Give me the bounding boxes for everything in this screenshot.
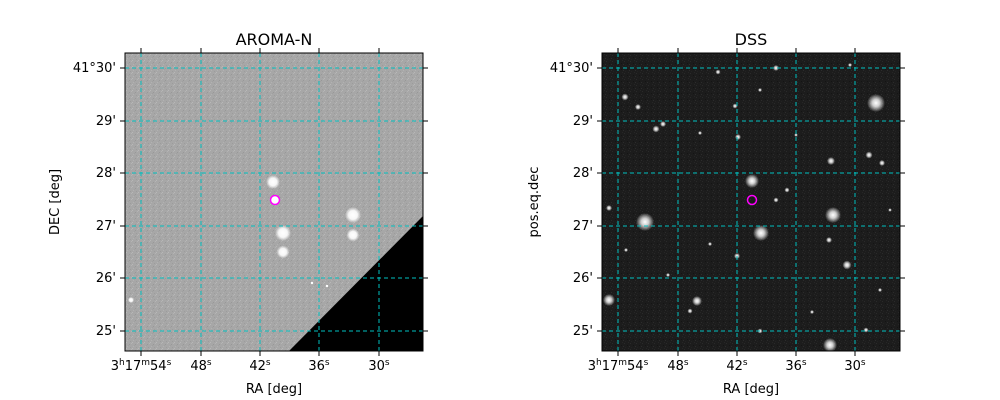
star (827, 157, 835, 165)
star (842, 260, 852, 270)
x-tick-label: 42s (249, 358, 271, 374)
star (810, 310, 814, 314)
x-tick-label: 48s (667, 358, 689, 374)
x-tick-label: 30s (844, 358, 866, 374)
panel-dss: DSS (527, 30, 905, 397)
survey-image (125, 53, 423, 351)
star (888, 208, 892, 212)
x-tick-label: 36s (308, 358, 330, 374)
x-tick-label: 36s (785, 358, 807, 374)
x-tick-label: 30s (368, 358, 390, 374)
star (745, 174, 759, 188)
star (708, 242, 712, 246)
star (848, 63, 852, 67)
star (863, 327, 869, 333)
star (345, 207, 361, 223)
star (606, 205, 612, 211)
axes-frame (124, 52, 424, 352)
star (636, 213, 654, 231)
star (878, 288, 882, 292)
star (823, 338, 837, 351)
star (687, 308, 693, 314)
y-tick-label: 26' (96, 271, 116, 286)
tick-marks (597, 48, 905, 356)
y-tick-label: 25' (573, 324, 593, 339)
y-axis-label: DEC [deg] (48, 169, 63, 235)
y-tick-label: 28' (573, 166, 593, 181)
star (666, 273, 670, 277)
y-tick-label: 27' (573, 219, 593, 234)
star (698, 131, 702, 135)
x-tick-label: 3h17m54s (111, 358, 172, 374)
star (660, 121, 666, 127)
star (266, 175, 280, 189)
star (325, 284, 329, 288)
y-tick-label: 29' (573, 114, 593, 129)
y-tick-label: 26' (573, 271, 593, 286)
star (652, 125, 660, 133)
masked-region (289, 216, 423, 351)
star (794, 133, 798, 137)
target-marker (269, 194, 281, 206)
x-tick-label: 48s (190, 358, 212, 374)
star (758, 88, 762, 92)
star (867, 94, 885, 112)
y-tick-label: 25' (96, 324, 116, 339)
star (826, 237, 832, 243)
target-marker (746, 194, 758, 206)
star (128, 297, 134, 303)
x-tick-label: 42s (726, 358, 748, 374)
star (603, 294, 615, 306)
panel-aroma-n: AROMA-N (48, 30, 428, 397)
star (879, 160, 885, 166)
y-tick-label: 41°30' (550, 61, 593, 76)
survey-image (602, 53, 900, 351)
star (715, 69, 721, 75)
y-tick-label: 28' (96, 166, 116, 181)
star (825, 207, 841, 223)
coordinate-grid (602, 53, 900, 351)
axes-frame (601, 52, 901, 352)
star (346, 228, 360, 242)
star (621, 93, 629, 101)
y-tick-label: 29' (96, 114, 116, 129)
x-axis-label: RA [deg] (246, 382, 302, 397)
star (773, 65, 779, 71)
star (735, 134, 741, 140)
star (275, 225, 291, 241)
star (753, 225, 769, 241)
star (692, 296, 702, 306)
x-tick-label: 3h17m54s (588, 358, 649, 374)
star (624, 248, 628, 252)
star (635, 104, 641, 110)
star (865, 151, 873, 159)
star (310, 281, 314, 285)
star (732, 103, 738, 109)
tick-marks (120, 48, 428, 356)
y-tick-label: 41°30' (73, 61, 116, 76)
x-axis-label: RA [deg] (723, 382, 779, 397)
star (784, 187, 790, 193)
panel-title: DSS (735, 30, 768, 49)
star (276, 245, 290, 259)
y-tick-label: 27' (96, 219, 116, 234)
coordinate-grid (125, 53, 423, 351)
y-axis-label: pos.eq.dec (527, 167, 542, 238)
panel-title: AROMA-N (236, 30, 313, 49)
star (773, 197, 779, 203)
